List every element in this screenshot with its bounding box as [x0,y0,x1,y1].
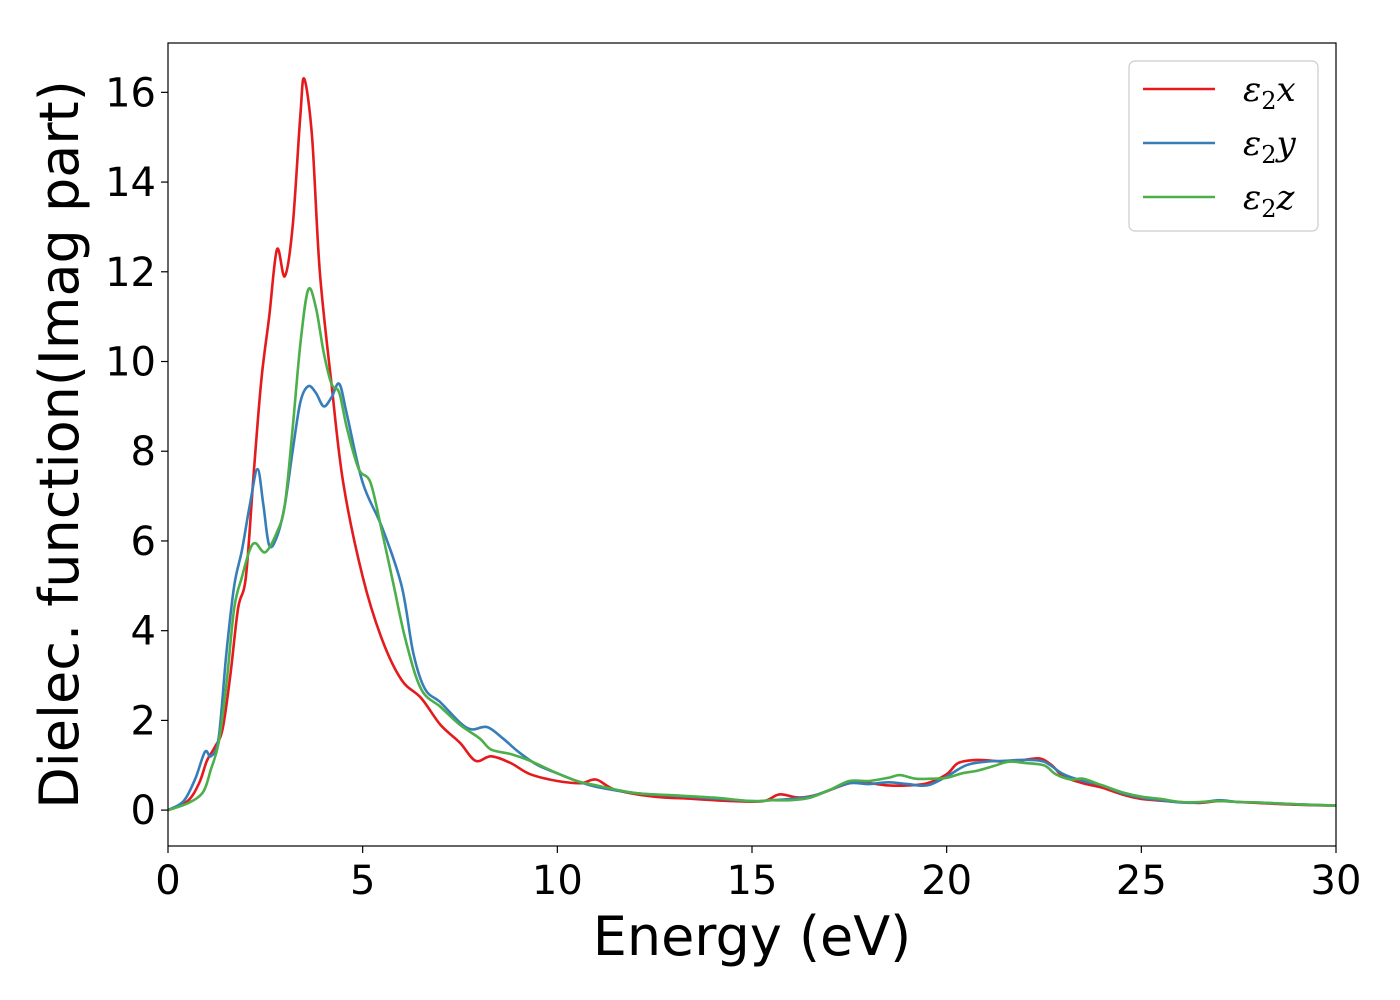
x-tick-label: 20 [921,858,972,904]
y-tick-label: 2 [131,698,156,744]
y-tick-label: 4 [131,609,156,655]
y-tick-label: 8 [131,429,156,475]
series-line-y [168,382,1336,812]
y-tick-label: 10 [105,340,156,386]
y-tick-label: 12 [105,250,156,296]
series-line-z [168,287,1336,812]
x-axis-label: Energy (eV) [593,905,912,968]
x-tick-label: 0 [155,858,180,904]
series-layer [168,77,1336,812]
y-axis-label: Dielec. function(Imag part) [28,80,91,809]
y-tick-label: 16 [105,70,156,116]
series-line-x [168,77,1336,812]
legend-box [1128,60,1319,232]
x-tick-label: 5 [350,858,375,904]
legend-label-x: ε2x [1243,70,1296,115]
legend-label-y: ε2y [1243,124,1297,169]
x-tick-label: 30 [1311,858,1362,904]
x-tick-label: 25 [1116,858,1167,904]
legend: ε2x ε2y ε2z [1128,60,1319,232]
x-tick-label: 15 [727,858,778,904]
legend-label-z: ε2z [1243,178,1296,223]
y-tick-label: 0 [131,788,156,834]
y-axis: 0 2 4 6 8 10 12 14 16 [105,70,168,834]
x-axis: 0 5 10 15 20 25 30 [155,846,1361,904]
y-tick-label: 6 [131,519,156,565]
x-tick-label: 10 [532,858,583,904]
y-tick-label: 14 [105,160,156,206]
